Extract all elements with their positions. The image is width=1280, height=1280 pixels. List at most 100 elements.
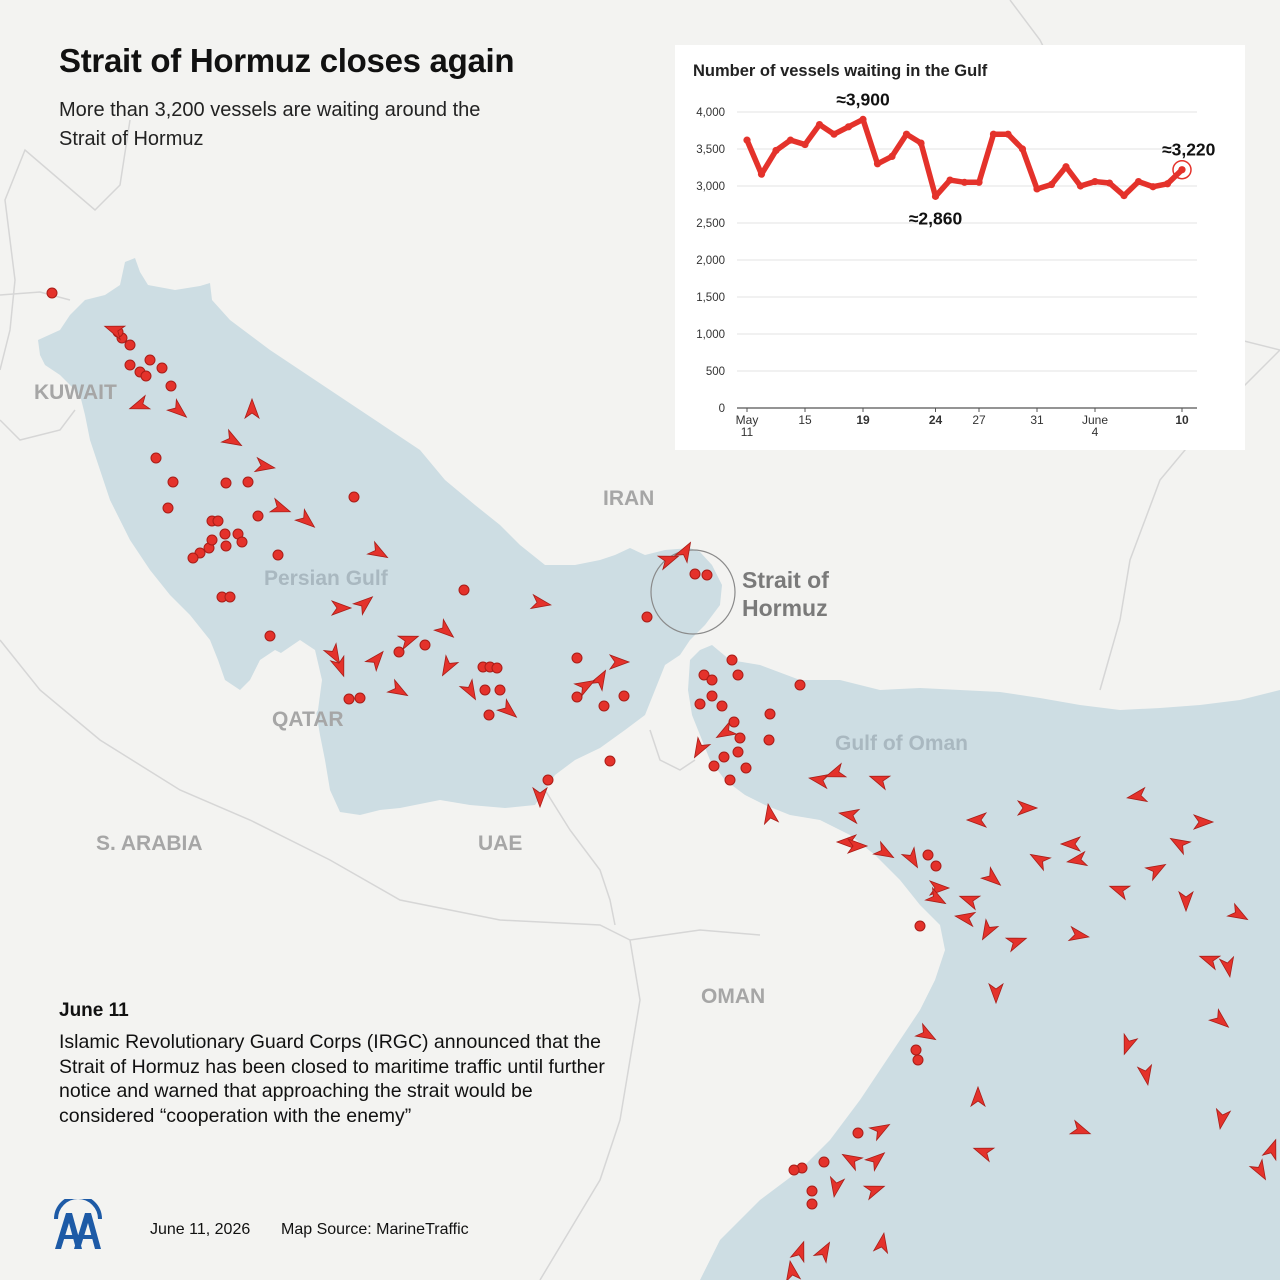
country-label-iran: IRAN xyxy=(603,487,655,510)
data-point xyxy=(873,160,882,168)
vessel-arrow-icon xyxy=(441,654,460,677)
data-point xyxy=(757,170,766,178)
data-point xyxy=(1163,180,1172,188)
strait-highlight-circle xyxy=(650,549,736,635)
y-tick-label: 2,500 xyxy=(696,218,725,230)
vessel-arrow-icon xyxy=(128,394,152,410)
data-annotation: ≈2,860 xyxy=(909,208,963,228)
vessel-markers xyxy=(46,287,1277,1280)
y-tick-label: 3,500 xyxy=(696,144,725,156)
y-tick-label: 1,000 xyxy=(696,329,725,341)
data-point xyxy=(888,152,896,160)
vessel-arrow-icon xyxy=(573,679,596,698)
y-tick-label: 4,000 xyxy=(696,107,725,119)
event-description: Islamic Revolutionary Guard Corps (IRGC)… xyxy=(59,1031,605,1127)
vessel-dot-icon xyxy=(140,370,152,382)
vessel-arrow-icon xyxy=(366,540,389,559)
vessel-dot-icon xyxy=(124,339,136,351)
vessel-dot-icon xyxy=(724,774,736,786)
vessel-dot-icon xyxy=(236,536,248,548)
vessel-arrow-icon xyxy=(1169,837,1192,856)
vessel-dot-icon xyxy=(794,679,806,691)
vessel-arrow-icon xyxy=(458,678,477,701)
vessel-arrow-icon xyxy=(1016,800,1039,816)
data-point xyxy=(975,178,983,186)
data-point xyxy=(1134,177,1143,186)
chart-panel: 0 500 1,000 1,500 2,000 2,500 3,000 3,500 4,000 M… xyxy=(675,45,1245,450)
vessel-dot-icon xyxy=(206,534,218,546)
x-tick-sublabel: 11 xyxy=(741,425,754,439)
gulf-of-oman-water xyxy=(688,645,1280,1280)
vessel-dot-icon xyxy=(914,920,926,932)
vessel-arrow-icon xyxy=(529,593,552,610)
vessel-dot-icon xyxy=(818,1156,830,1168)
vessel-arrow-icon xyxy=(1261,1138,1277,1162)
vessel-arrow-icon xyxy=(1029,853,1052,872)
vessel-arrow-icon xyxy=(841,1153,864,1172)
vessel-arrow-icon xyxy=(1067,925,1090,942)
vessel-dot-icon xyxy=(912,1054,924,1066)
vessel-dot-icon xyxy=(393,646,405,658)
vessel-dot-icon xyxy=(458,584,470,596)
data-point xyxy=(1120,192,1128,200)
vessel-arrow-icon xyxy=(789,1240,805,1264)
vessel-dot-icon xyxy=(483,709,495,721)
vessel-arrow-icon xyxy=(965,812,988,828)
data-annotation: ≈3,900 xyxy=(836,89,890,109)
data-point xyxy=(960,178,969,186)
aa-logo-icon xyxy=(54,1199,102,1249)
vessel-arrow-icon xyxy=(864,1152,886,1172)
vessel-arrow-icon xyxy=(322,642,341,665)
vessel-dot-icon xyxy=(852,1127,864,1139)
vessel-arrow-icon xyxy=(352,596,374,616)
vessel-arrow-icon xyxy=(785,1260,802,1280)
data-point xyxy=(1149,183,1157,191)
page-title: Strait of Hormuz closes again xyxy=(59,42,515,79)
x-tick-label: 15 xyxy=(798,413,812,427)
vessel-arrow-icon xyxy=(220,428,243,447)
vessel-arrow-icon xyxy=(532,786,548,809)
vessel-arrow-icon xyxy=(980,866,1002,886)
vessel-arrow-icon xyxy=(1126,786,1149,803)
vessel-dot-icon xyxy=(764,708,776,720)
vessel-arrow-icon xyxy=(329,654,345,678)
vessel-arrow-icon xyxy=(1059,836,1082,852)
vessel-dot-icon xyxy=(708,760,720,772)
vessel-arrow-icon xyxy=(1066,850,1089,867)
data-point xyxy=(844,123,853,131)
country-label-kuwait: KUWAIT xyxy=(34,381,117,404)
vessel-arrow-icon xyxy=(1226,902,1249,921)
footer-date: June 11, 2026 xyxy=(150,1221,251,1238)
vessel-dot-icon xyxy=(150,452,162,464)
y-tick-label: 2,000 xyxy=(696,255,725,267)
data-point xyxy=(786,136,795,144)
vessel-dot-icon xyxy=(220,477,232,489)
vessel-arrow-icon xyxy=(268,497,292,513)
chart-title: Number of vessels waiting in the Gulf xyxy=(693,62,988,80)
vessel-arrow-icon xyxy=(1218,955,1235,978)
country-label-qatar: QATAR xyxy=(272,708,344,731)
x-tick-sublabel: 4 xyxy=(1092,425,1099,439)
country-label-saudi-arabia: S. ARABIA xyxy=(96,832,203,855)
x-tick-label: June xyxy=(1082,413,1108,427)
vessel-arrow-icon xyxy=(981,918,1000,941)
data-point xyxy=(772,146,780,155)
vessel-arrow-icon xyxy=(386,678,409,697)
vessel-arrow-icon xyxy=(829,1175,846,1198)
vessel-arrow-icon xyxy=(294,508,316,528)
qatar-land xyxy=(255,640,322,745)
data-point xyxy=(1076,182,1085,190)
sea-label-gulf-of-oman: Gulf of Oman xyxy=(835,732,968,755)
vessel-arrow-icon xyxy=(872,840,895,859)
vessel-arrow-icon xyxy=(988,982,1004,1005)
persian-gulf-water xyxy=(38,258,722,815)
vessel-dot-icon xyxy=(788,1164,800,1176)
vessel-arrow-icon xyxy=(872,1232,889,1255)
vessel-arrow-icon xyxy=(1248,1158,1267,1181)
data-point xyxy=(830,130,838,138)
vessel-dot-icon xyxy=(479,684,491,696)
vessel-dot-icon xyxy=(343,693,355,705)
vessel-arrow-icon xyxy=(838,808,861,825)
x-tick-label: 31 xyxy=(1030,413,1044,427)
vessel-arrow-icon xyxy=(656,555,680,571)
